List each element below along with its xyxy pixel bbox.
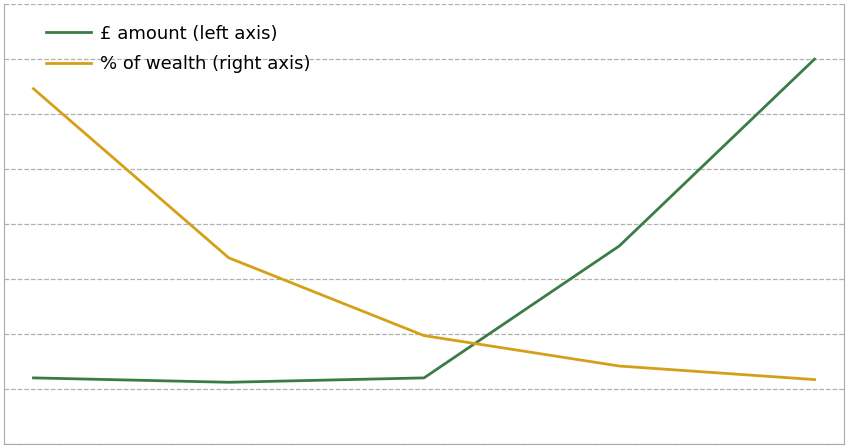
% of wealth (right axis) bbox=[810, 377, 820, 382]
Line: £ amount (left axis): £ amount (left axis) bbox=[33, 59, 815, 382]
£ amount (left axis) bbox=[810, 56, 820, 62]
£ amount (left axis) bbox=[614, 243, 624, 249]
£ amount (left axis) bbox=[224, 379, 234, 385]
Line: % of wealth (right axis): % of wealth (right axis) bbox=[33, 89, 815, 379]
% of wealth (right axis) bbox=[419, 333, 429, 338]
£ amount (left axis) bbox=[28, 375, 38, 380]
% of wealth (right axis) bbox=[224, 255, 234, 260]
% of wealth (right axis) bbox=[28, 86, 38, 91]
Legend: £ amount (left axis), % of wealth (right axis): £ amount (left axis), % of wealth (right… bbox=[38, 17, 317, 81]
£ amount (left axis) bbox=[419, 375, 429, 380]
% of wealth (right axis) bbox=[614, 363, 624, 369]
